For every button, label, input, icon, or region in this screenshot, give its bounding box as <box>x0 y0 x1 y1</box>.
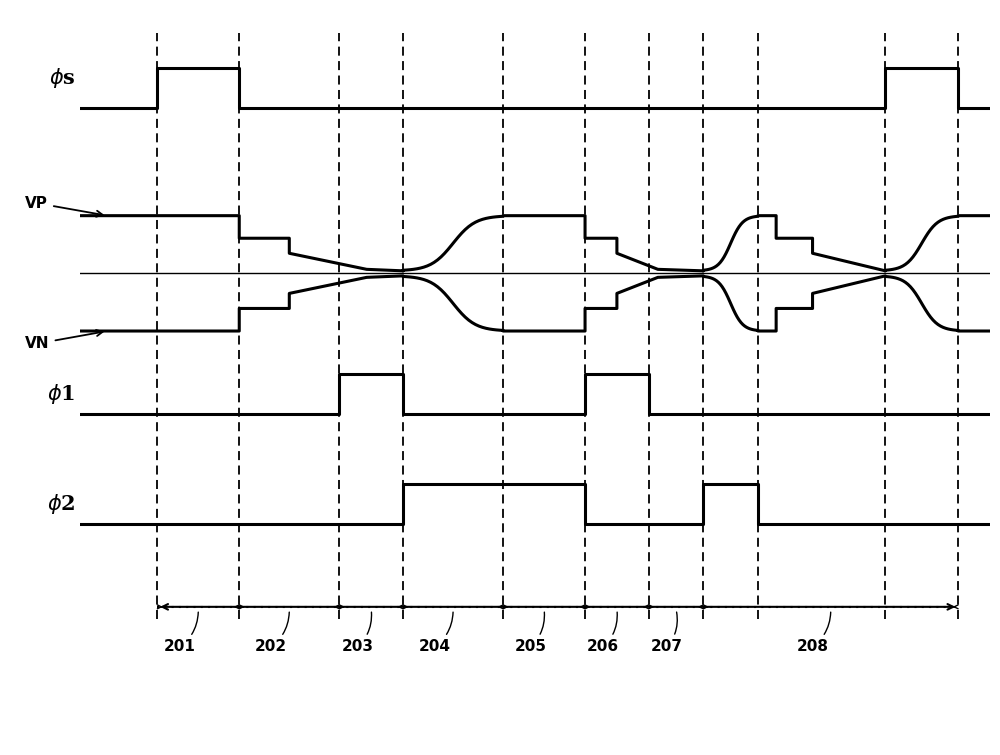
Text: $\phi$s: $\phi$s <box>49 66 75 90</box>
Text: 206: 206 <box>587 612 619 655</box>
Text: VP: VP <box>25 196 103 217</box>
Text: 201: 201 <box>164 612 198 655</box>
Text: VN: VN <box>25 330 103 351</box>
Text: 205: 205 <box>514 612 546 655</box>
Text: 203: 203 <box>342 612 374 655</box>
Text: $\phi$1: $\phi$1 <box>47 382 75 405</box>
Text: 208: 208 <box>797 612 831 655</box>
Text: 202: 202 <box>255 612 289 655</box>
Text: 207: 207 <box>651 612 683 655</box>
Text: 204: 204 <box>419 612 453 655</box>
Text: $\phi$2: $\phi$2 <box>47 492 75 516</box>
